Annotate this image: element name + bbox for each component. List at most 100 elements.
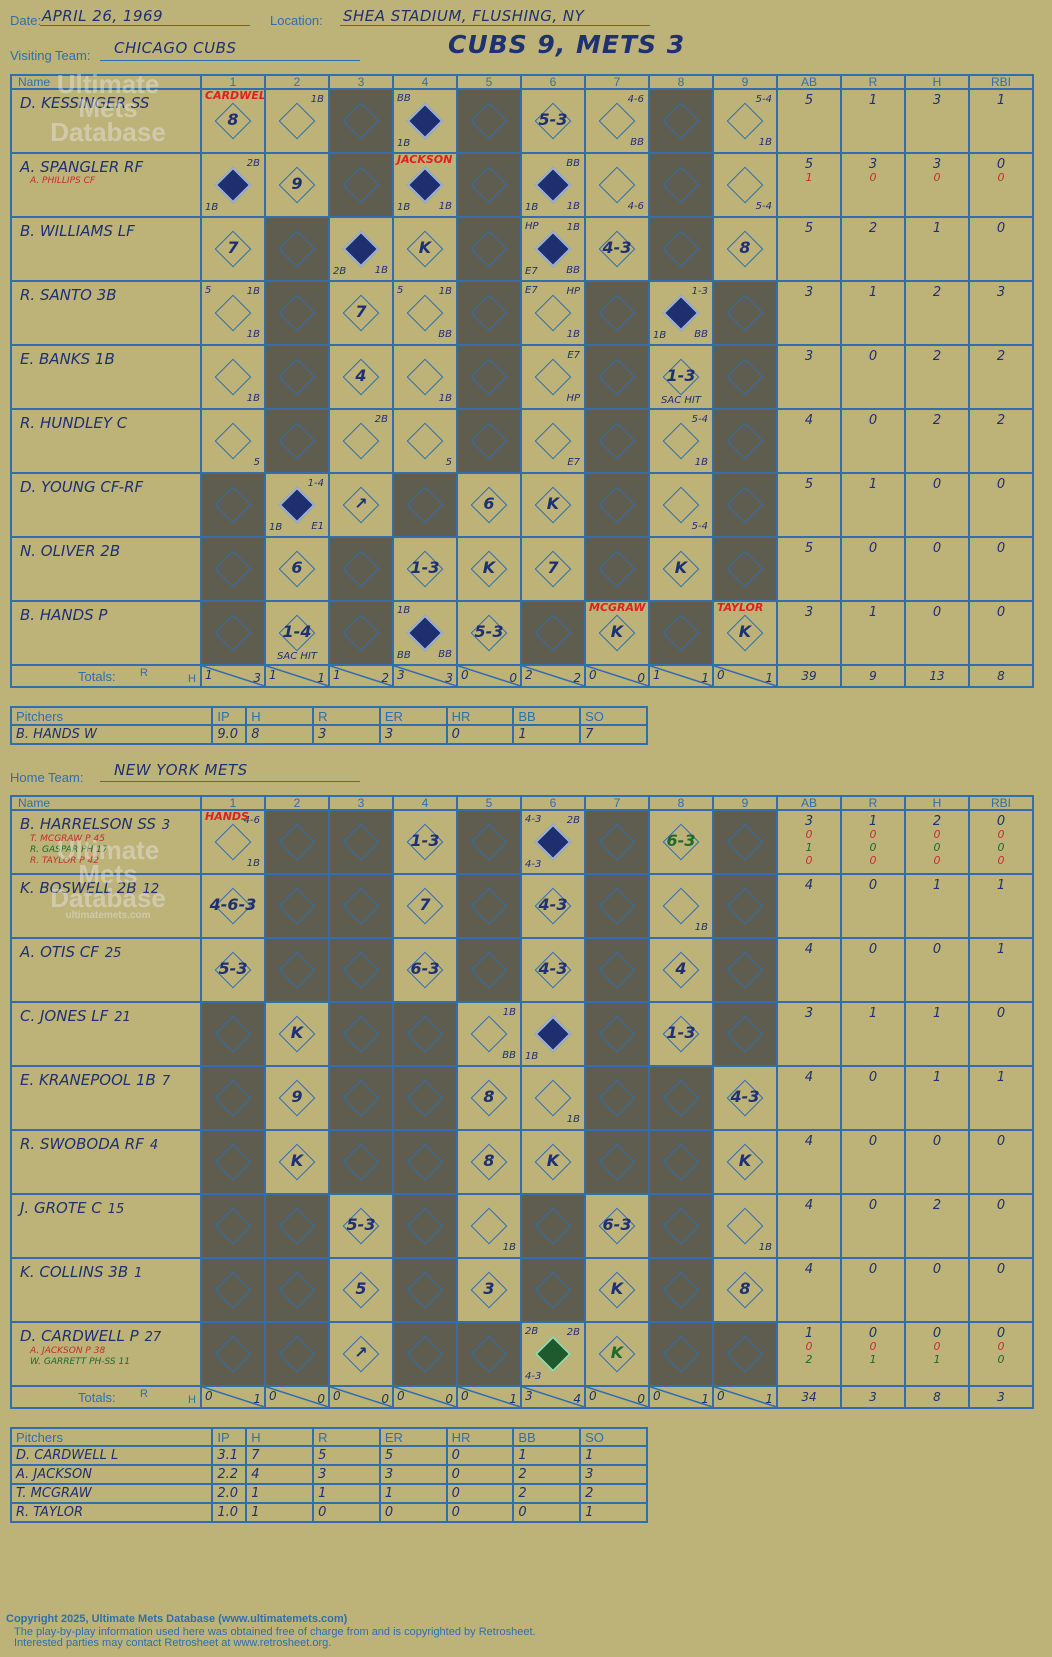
stat-value: 0 — [868, 349, 878, 364]
player-name: A. SPANGLER RF — [20, 158, 144, 176]
play-result: 1-4 — [282, 622, 312, 641]
inning-hits: 0 — [381, 1392, 389, 1406]
inning-cell: ↗ — [328, 1321, 394, 1387]
base-note: BB — [630, 137, 644, 148]
basepath-diamond — [534, 422, 572, 460]
sac-hit-note: SAC HIT — [661, 395, 701, 406]
inning-cell: K — [712, 1129, 778, 1195]
stat-value: 5 — [804, 93, 814, 108]
player-name: D. YOUNG CF-RF — [20, 478, 144, 496]
inning-cell: 6 — [456, 472, 522, 538]
substitute-name: R. GASPAR PH 17 — [30, 845, 108, 855]
base-note: BB — [566, 158, 580, 169]
base-note: HP — [566, 393, 580, 404]
stat-cell: 3 — [968, 280, 1034, 346]
play-result: 7 — [419, 895, 431, 914]
base-note: 5 — [397, 285, 404, 296]
basepath-diamond — [406, 102, 444, 140]
inning-cell: 6 — [264, 536, 330, 602]
pitching-change-note: CARDWELL — [205, 89, 263, 102]
pitcher-stat: 2.2 — [211, 1464, 248, 1485]
play-result: K — [546, 1151, 560, 1170]
basepath-diamond — [214, 1207, 252, 1245]
base-note: 2B — [333, 266, 347, 277]
jersey-number: 7 — [161, 1074, 171, 1089]
inning-hits: 2 — [573, 671, 581, 685]
base-note: BB — [438, 329, 452, 340]
stat-value: 0 — [997, 1353, 1005, 1366]
stat-value: 3 — [804, 605, 814, 620]
play-result: 4-3 — [602, 238, 632, 257]
base-note: 1B — [205, 202, 219, 213]
inning-cell — [264, 280, 330, 346]
base-note: 1B — [374, 265, 388, 276]
inning-cell — [712, 472, 778, 538]
stat-cell: 2 — [904, 280, 970, 346]
r-label: R — [140, 1388, 148, 1400]
stat-value: 4 — [804, 878, 814, 893]
basepath-diamond — [406, 294, 444, 332]
stat-cell: 2 — [968, 408, 1034, 474]
player-name: B. WILLIAMS LF — [20, 222, 135, 240]
substitute-name: W. GARRETT PH-SS 11 — [30, 1357, 130, 1367]
basepath-diamond — [598, 294, 636, 332]
inning-cell: 7 — [328, 280, 394, 346]
stat-value: 4 — [804, 1070, 814, 1085]
inning-header: 5 — [456, 74, 522, 90]
inning-header: 4 — [392, 74, 458, 90]
basepath-diamond — [278, 422, 316, 460]
inning-cell — [456, 344, 522, 410]
base-note: 2B — [246, 158, 260, 169]
inning-cell — [328, 873, 394, 939]
pitcher-name: A. JACKSON — [9, 1464, 214, 1485]
inning-cell — [648, 1065, 714, 1131]
inning-cell — [584, 1065, 650, 1131]
inning-cell: 1B — [200, 344, 266, 410]
stat-value: 0 — [868, 1070, 878, 1085]
play-result: 3 — [483, 1279, 495, 1298]
pitcher-stat: 8 — [245, 724, 315, 745]
play-result: 4-6-3 — [209, 895, 257, 914]
inning-cell — [264, 873, 330, 939]
pitchers-header: ER — [378, 706, 448, 726]
stat-cell: 1 — [968, 88, 1034, 154]
inning-cell — [456, 280, 522, 346]
watermark-logo: Ultimate Mets Database — [50, 69, 166, 147]
pitcher-stat: 3 — [312, 724, 381, 745]
player-name: R. SANTO 3B — [20, 286, 117, 304]
inning-runs: 1 — [653, 668, 661, 682]
pitchers-header: Pitchers — [9, 706, 214, 726]
inning-cell — [392, 472, 458, 538]
pitchers-header: BB — [512, 1427, 582, 1447]
basepath-diamond — [214, 422, 252, 460]
player-name: R. SWOBODA RF — [20, 1135, 144, 1153]
stat-value: 0 — [932, 1134, 942, 1149]
date-label: Date: — [10, 13, 42, 28]
inning-cell: 5-4 1B — [648, 408, 714, 474]
inning-cell — [264, 1321, 330, 1387]
pitcher-stat: 2 — [579, 1483, 648, 1504]
inning-cell: K — [584, 1257, 650, 1323]
basepath-diamond — [598, 1143, 636, 1181]
pitcher-stat: 0 — [445, 1445, 515, 1466]
basepath-diamond — [342, 887, 380, 925]
basepath-diamond — [726, 550, 764, 588]
pitcher-stat: 2 — [512, 1464, 582, 1485]
stat-cell: 4 — [776, 408, 842, 474]
inning-cell: E7 — [520, 408, 586, 474]
basepath-diamond — [662, 294, 700, 332]
player-cell: D. YOUNG CF-RF — [10, 472, 202, 538]
play-result: 1-3 — [410, 558, 440, 577]
stat-cell: 2 — [840, 216, 906, 282]
stat-cell: 4 — [776, 1257, 842, 1323]
inning-cell: 7 — [392, 873, 458, 939]
stat-header: AB — [776, 795, 842, 811]
pitchers-header: ER — [378, 1427, 448, 1447]
inning-cell — [328, 88, 394, 154]
inning-cell: K — [392, 216, 458, 282]
basepath-diamond — [662, 1271, 700, 1309]
inning-cell: 1B BB BB — [392, 600, 458, 666]
basepath-diamond — [470, 1335, 508, 1373]
player-row: E. KRANEPOOL 1B 7 9 8 1B 4-3 4 0 1 1 — [10, 1065, 1034, 1131]
player-row: B. HANDS P 1-4 SAC HIT 1B BB BB 5-3 K MCGRAW K TAY… — [10, 600, 1034, 666]
